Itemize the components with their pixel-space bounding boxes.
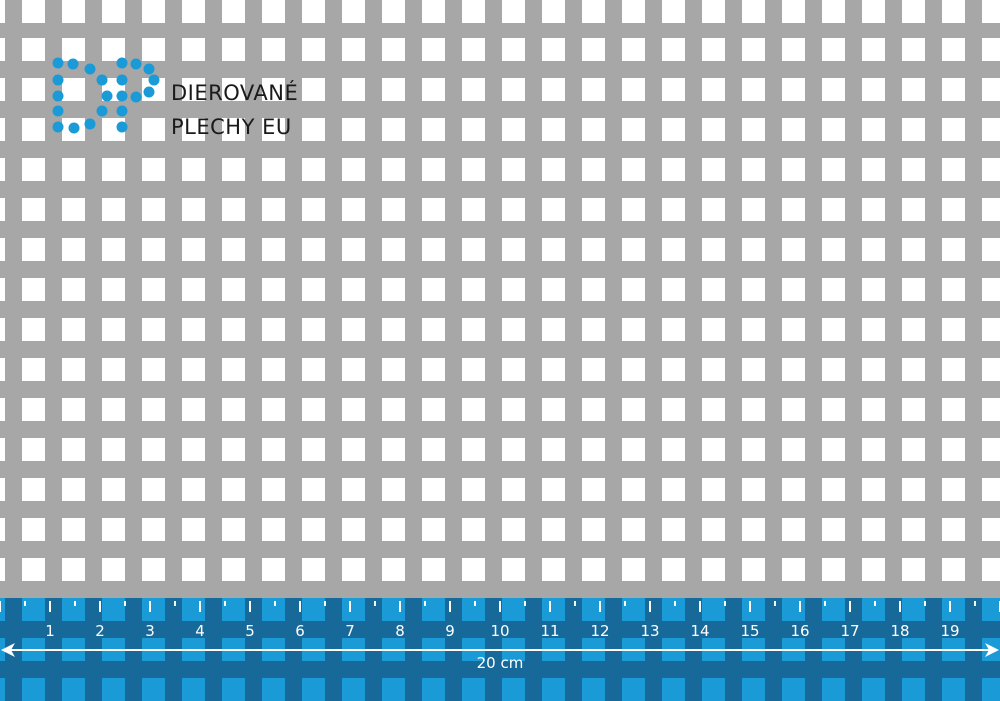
logo-mark — [52, 57, 160, 134]
brand-line-2: PLECHY EU — [171, 115, 292, 139]
ruler-number: 14 — [690, 622, 710, 640]
ruler-minor-tick — [74, 601, 76, 606]
ruler-number: 12 — [590, 622, 610, 640]
ruler-number: 9 — [445, 622, 455, 640]
ruler-minor-tick — [24, 601, 26, 606]
ruler-major-tick — [849, 601, 851, 612]
ruler-number: 18 — [890, 622, 910, 640]
ruler-major-tick — [899, 601, 901, 612]
ruler-number: 10 — [490, 622, 510, 640]
ruler-minor-tick — [774, 601, 776, 606]
ruler-minor-tick — [824, 601, 826, 606]
length-arrow — [1, 643, 999, 657]
ruler-major-tick — [199, 601, 201, 612]
ruler-major-tick — [599, 601, 601, 612]
perforated-sheet-image — [0, 0, 1000, 598]
ruler-number: 8 — [395, 622, 405, 640]
ruler-number: 7 — [345, 622, 355, 640]
ruler-number: 11 — [540, 622, 560, 640]
ruler-minor-tick — [874, 601, 876, 606]
length-label: 20 cm — [476, 654, 524, 672]
ruler-minor-tick — [474, 601, 476, 606]
ruler-number: 19 — [940, 622, 960, 640]
ruler-minor-tick — [624, 601, 626, 606]
ruler-number: 15 — [740, 622, 760, 640]
brand-line-1: DIEROVANÉ — [171, 81, 299, 105]
ruler-major-tick — [49, 601, 51, 612]
ruler-minor-tick — [274, 601, 276, 606]
ruler-minor-tick — [574, 601, 576, 606]
ruler-major-tick — [99, 601, 101, 612]
ruler-number: 3 — [145, 622, 155, 640]
ruler-major-tick — [749, 601, 751, 612]
ruler-minor-tick — [374, 601, 376, 606]
ruler-major-tick — [399, 601, 401, 612]
ruler-minor-tick — [324, 601, 326, 606]
ruler-minor-tick — [174, 601, 176, 606]
ruler-major-tick — [649, 601, 651, 612]
ruler-major-tick — [349, 601, 351, 612]
ruler-number: 13 — [640, 622, 660, 640]
ruler-number: 5 — [245, 622, 255, 640]
ruler-major-tick — [299, 601, 301, 612]
ruler-major-tick — [449, 601, 451, 612]
ruler-minor-tick — [674, 601, 676, 606]
ruler-major-tick — [0, 601, 1, 612]
ruler-minor-tick — [524, 601, 526, 606]
ruler-major-tick — [549, 601, 551, 612]
ruler-major-tick — [249, 601, 251, 612]
ruler-minor-tick — [924, 601, 926, 606]
ruler-number: 16 — [790, 622, 810, 640]
ruler-major-tick — [949, 601, 951, 612]
ruler-minor-tick — [974, 601, 976, 606]
ruler-number: 6 — [295, 622, 305, 640]
ruler-minor-tick — [224, 601, 226, 606]
ruler-number: 2 — [95, 622, 105, 640]
ruler-major-tick — [499, 601, 501, 612]
ruler-major-tick — [149, 601, 151, 612]
ruler-minor-tick — [424, 601, 426, 606]
ruler-major-tick — [699, 601, 701, 612]
ruler-number: 17 — [840, 622, 860, 640]
ruler-minor-tick — [124, 601, 126, 606]
ruler-major-tick — [799, 601, 801, 612]
ruler-minor-tick — [724, 601, 726, 606]
ruler-number: 1 — [45, 622, 55, 640]
ruler-number: 4 — [195, 622, 205, 640]
